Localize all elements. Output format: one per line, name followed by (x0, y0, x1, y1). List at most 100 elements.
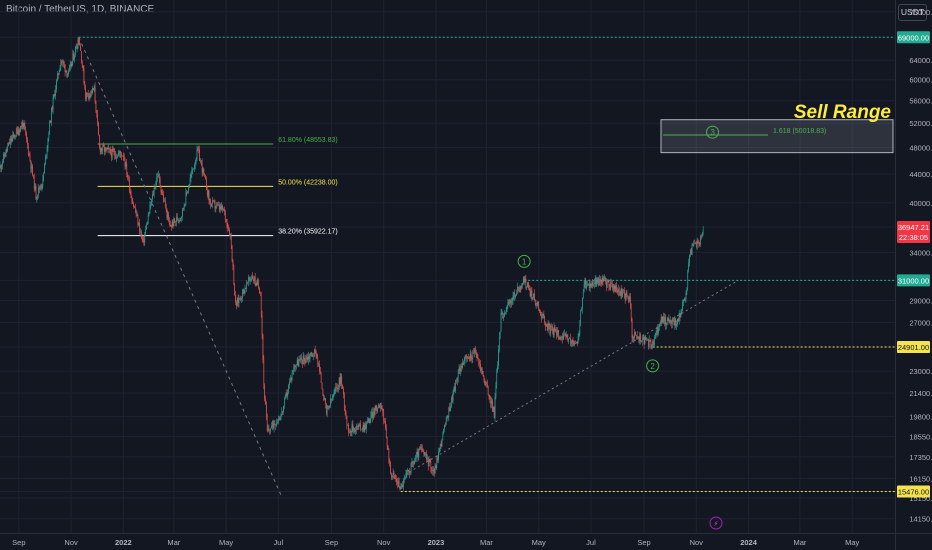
candle-body (649, 339, 651, 342)
candle-body (493, 406, 495, 418)
candle-body (186, 192, 188, 193)
candle-body (182, 208, 183, 218)
candle-body (608, 280, 610, 287)
candle-body (40, 187, 42, 188)
candle-body (165, 207, 167, 209)
candle-body (228, 228, 230, 230)
candle-body (461, 365, 462, 368)
lightning-icon[interactable] (709, 516, 723, 530)
candle-body (566, 334, 568, 338)
candle-body (549, 325, 551, 334)
candle-body (485, 381, 486, 386)
sell-range-box[interactable] (660, 119, 894, 154)
candle-body (517, 286, 519, 291)
candle-body (510, 299, 511, 304)
price-level-badge-label: 31000.00 (898, 276, 929, 285)
candle-body (650, 341, 652, 348)
candle-body (236, 298, 238, 306)
candle-body (91, 90, 92, 94)
fib-trend-line[interactable] (78, 37, 283, 498)
candle-body (216, 204, 218, 208)
candle-body (281, 411, 283, 415)
candle-body (122, 155, 124, 157)
candle-body (211, 203, 212, 207)
candle-body (292, 372, 294, 374)
candle-body (149, 205, 151, 214)
candle-body (383, 412, 385, 421)
candle-body (486, 383, 488, 387)
candle-body (134, 207, 136, 212)
candle-body (439, 444, 441, 448)
candle-body (333, 391, 335, 396)
candle-body (12, 134, 14, 138)
candle-body (341, 376, 343, 385)
candle-body (151, 199, 152, 205)
candle-body (451, 397, 452, 407)
candle-body (367, 420, 368, 423)
candle-body (606, 282, 608, 288)
x-tick-label: Sep (12, 538, 25, 547)
candle-body (321, 382, 323, 389)
candle-body (588, 283, 589, 285)
candle-body (15, 136, 16, 138)
candle-body (677, 318, 679, 322)
candle-body (80, 45, 81, 51)
candle-body (631, 319, 633, 338)
candle-body (344, 406, 346, 412)
candle-body (680, 311, 682, 318)
candle-body (569, 337, 570, 339)
candle-body (460, 365, 462, 372)
candle-body (296, 359, 298, 365)
candle-body (97, 113, 98, 124)
candle-body (286, 393, 288, 396)
candle-body (313, 356, 314, 357)
candle-body (410, 463, 412, 473)
candle-body (283, 406, 284, 412)
candle-body (662, 316, 664, 323)
candle-body (433, 471, 435, 474)
candle-body (685, 292, 687, 299)
candle-body (214, 201, 216, 209)
wave-label-circle[interactable] (706, 125, 720, 139)
candle-body (84, 83, 86, 89)
candle-body (353, 427, 355, 431)
candle-body (450, 406, 451, 412)
candle-body (561, 336, 563, 338)
sell-range-label: Sell Range (794, 102, 892, 123)
candle-body (248, 277, 250, 281)
currency-selector[interactable]: USDT (898, 4, 927, 21)
candle-body (391, 474, 392, 478)
candle-body (287, 391, 289, 396)
candle-body (474, 348, 476, 352)
candle-body (481, 368, 483, 372)
candle-body (558, 338, 560, 340)
wave-label-circle[interactable] (646, 359, 660, 373)
candle-body (73, 54, 75, 60)
x-tick-label: Nov (64, 538, 78, 547)
candle-body (30, 160, 32, 169)
candle-body (258, 282, 260, 289)
candle-body (289, 378, 291, 383)
candle-body (229, 229, 230, 236)
candle-body (231, 246, 233, 261)
candle-body (227, 226, 229, 229)
candle-body (90, 90, 92, 94)
candle-body (550, 325, 552, 334)
price-level-badge (897, 485, 930, 498)
trend-line[interactable] (409, 279, 739, 473)
candle-body (634, 331, 635, 338)
candle-body (326, 407, 328, 414)
candle-body (142, 238, 144, 240)
candle-body (701, 236, 702, 237)
candle-body (479, 362, 480, 365)
candle-body (605, 277, 606, 282)
candle-body (65, 70, 67, 73)
candle-body (155, 183, 157, 189)
candle-body (279, 419, 281, 420)
candle-body (600, 282, 602, 284)
wave-label-circle[interactable] (517, 254, 531, 268)
candle-body (502, 312, 504, 319)
candle-body (187, 192, 188, 193)
wave-label-text: 2 (650, 362, 655, 371)
